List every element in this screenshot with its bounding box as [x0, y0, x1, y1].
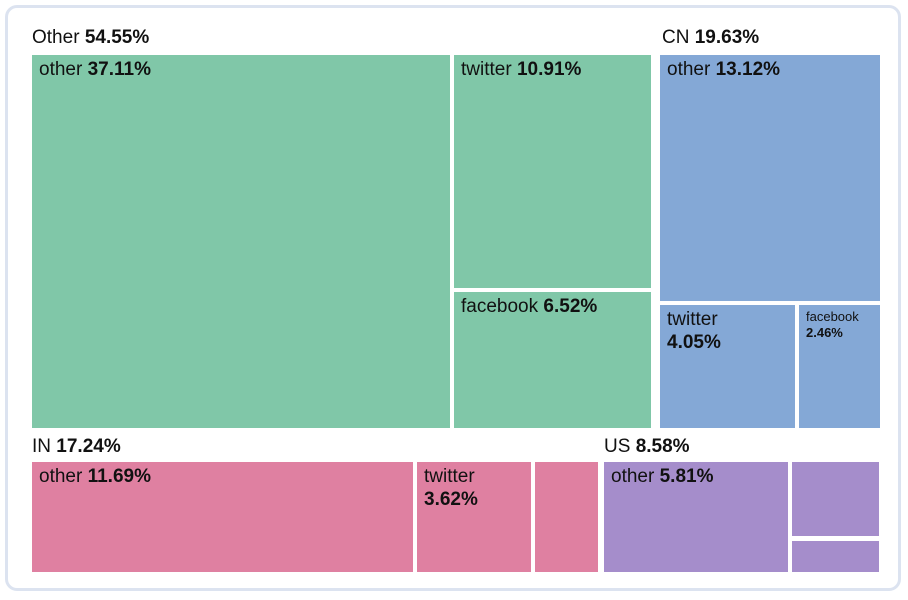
cell-label-name: twitter — [667, 309, 718, 330]
treemap-cell-other-twitter[interactable]: twitter 10.91% — [454, 55, 651, 288]
treemap-cell-cn-other[interactable]: other 13.12% — [660, 55, 880, 301]
group-label-in-value: 17.24% — [56, 436, 121, 457]
group-label-other-value: 54.55% — [84, 27, 150, 48]
cell-label-value: 10.91% — [516, 59, 582, 80]
cell-label-name: other — [39, 466, 83, 487]
treemap-cell-in-other[interactable]: other 11.69% — [32, 462, 413, 572]
group-label-us-value: 8.58% — [635, 436, 690, 457]
treemap-cell-cn-facebook[interactable]: facebook 2.46% — [799, 305, 880, 428]
group-label-cn: CN 19.63% — [662, 27, 759, 50]
cell-label-name: other — [39, 59, 83, 80]
treemap-cell-other-other[interactable]: other 37.11% — [32, 55, 450, 428]
group-label-in-name: IN — [32, 436, 51, 457]
cell-label-value: 6.52% — [543, 296, 598, 317]
group-label-us: US 8.58% — [604, 436, 690, 459]
treemap-cell-us-unlabeled-1[interactable] — [792, 462, 879, 536]
group-label-cn-name: CN — [662, 27, 690, 48]
group-label-in: IN 17.24% — [32, 436, 121, 459]
cell-label-value: 2.46% — [806, 325, 843, 341]
group-label-cn-value: 19.63% — [694, 27, 760, 48]
treemap-cell-other-facebook[interactable]: facebook 6.52% — [454, 292, 651, 428]
cell-label-name: facebook — [806, 309, 859, 324]
cell-label-name: twitter — [461, 59, 512, 80]
treemap-cell-us-other[interactable]: other 5.81% — [604, 462, 788, 572]
cell-label-name: twitter — [424, 466, 475, 487]
cell-label-value: 11.69% — [87, 466, 151, 487]
treemap-cell-us-unlabeled-2[interactable] — [792, 541, 879, 572]
treemap-cell-cn-twitter[interactable]: twitter 4.05% — [660, 305, 795, 428]
cell-label-name: other — [667, 59, 711, 80]
cell-label-value: 5.81% — [659, 466, 714, 487]
cell-label-value: 3.62% — [424, 488, 478, 510]
group-label-us-name: US — [604, 436, 631, 457]
treemap-cell-in-twitter[interactable]: twitter 3.62% — [417, 462, 531, 572]
cell-label-name: facebook — [461, 296, 539, 317]
cell-label-value: 37.11% — [87, 59, 151, 80]
treemap-cell-in-unlabeled[interactable] — [535, 462, 598, 572]
cell-label-name: other — [611, 466, 655, 487]
group-label-other-name: Other — [32, 27, 80, 48]
cell-label-value: 13.12% — [715, 59, 781, 80]
group-label-other: Other 54.55% — [32, 27, 149, 50]
cell-label-value: 4.05% — [667, 331, 721, 353]
